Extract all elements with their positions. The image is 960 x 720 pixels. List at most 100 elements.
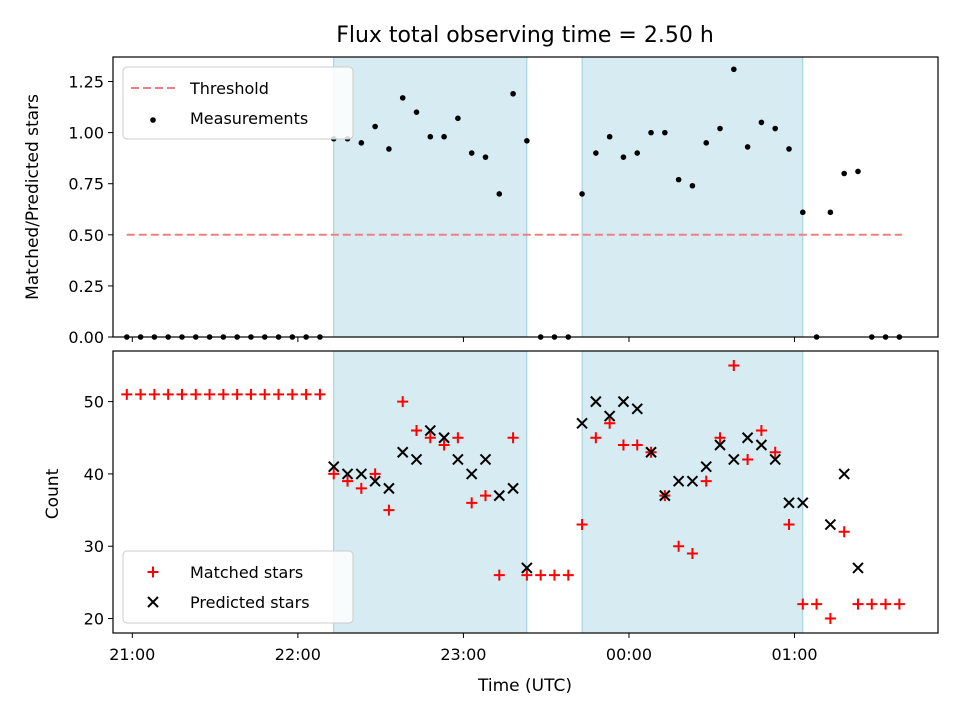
legend-dot-swatch bbox=[150, 117, 156, 123]
matched-star-point bbox=[631, 439, 643, 451]
x-tick-label: 21:00 bbox=[109, 645, 155, 664]
legend-plus-swatch bbox=[147, 566, 159, 578]
measurement-point bbox=[855, 168, 861, 175]
matched-star-point bbox=[411, 425, 423, 437]
matched-star-point bbox=[176, 388, 188, 400]
predicted-star-point bbox=[603, 410, 616, 422]
measurement-point bbox=[358, 140, 365, 146]
observing-window bbox=[333, 350, 528, 634]
predicted-star-point bbox=[700, 460, 712, 473]
matched-star-point bbox=[562, 569, 574, 581]
predicted-star-point bbox=[465, 468, 478, 480]
measurement-point bbox=[441, 133, 447, 140]
matched-star-point bbox=[135, 388, 147, 400]
measurement-point bbox=[579, 191, 585, 197]
predicted-star-point bbox=[645, 446, 657, 458]
predicted-star-point bbox=[576, 417, 588, 430]
matched-star-point bbox=[852, 598, 864, 610]
matched-star-point bbox=[300, 388, 312, 400]
y-tick-label: 30 bbox=[84, 537, 104, 556]
top-y-axis-label: Matched/Predicted stars bbox=[23, 94, 43, 300]
predicted-star-point bbox=[507, 482, 519, 495]
y-tick-label: 40 bbox=[84, 465, 104, 484]
predicted-star-point bbox=[797, 497, 809, 509]
panel-frame bbox=[112, 56, 939, 338]
measurement-point bbox=[482, 154, 489, 160]
matched-star-point bbox=[383, 504, 395, 516]
matched-star-point bbox=[548, 569, 560, 581]
measurement-point bbox=[744, 144, 751, 150]
measurement-point bbox=[758, 119, 765, 126]
matched-star-point bbox=[728, 359, 740, 371]
matched-star-point bbox=[507, 432, 519, 444]
measurement-point bbox=[689, 182, 696, 189]
matched-star-point bbox=[162, 388, 174, 400]
matched-star-point bbox=[893, 598, 905, 610]
bottom-y-axis-label: Count bbox=[43, 468, 63, 519]
y-tick-label: 1.00 bbox=[68, 124, 104, 143]
matched-star-point bbox=[259, 388, 271, 400]
matched-star-point bbox=[576, 519, 588, 531]
predicted-star-point bbox=[728, 453, 740, 466]
panel-0: 0.00 0.25 0.50 0.75 1.00 1.25 Threshold Measure… bbox=[68, 56, 939, 347]
matched-star-point bbox=[121, 388, 133, 400]
predicted-star-point bbox=[838, 468, 850, 480]
predicted-star-point bbox=[479, 453, 492, 466]
matched-star-point bbox=[466, 497, 478, 509]
measurement-point bbox=[786, 146, 792, 152]
predicted-star-point bbox=[341, 468, 354, 480]
observing-window bbox=[581, 56, 804, 338]
matched-star-point bbox=[148, 388, 160, 400]
x-tick-label: 01:00 bbox=[771, 645, 817, 664]
predicted-star-point bbox=[355, 468, 368, 480]
predicted-star-point bbox=[714, 439, 726, 451]
matched-star-point bbox=[686, 547, 698, 559]
measurement-point bbox=[455, 115, 461, 122]
legend-label: Predicted stars bbox=[190, 593, 310, 612]
measurement-point bbox=[731, 66, 737, 73]
matched-star-point bbox=[824, 613, 836, 625]
matched-star-point bbox=[700, 475, 712, 487]
matched-star-point bbox=[866, 598, 878, 610]
predicted-star-point bbox=[852, 562, 864, 574]
matched-star-point bbox=[397, 396, 409, 408]
legend-box bbox=[122, 66, 354, 140]
matched-star-point bbox=[314, 388, 326, 400]
y-tick-label: 0.00 bbox=[68, 328, 104, 347]
predicted-star-point bbox=[631, 403, 643, 415]
panel-1: 20 30 40 50 21:00 22:00 23:00 00:00 01:00 Matched… bbox=[84, 350, 939, 664]
matched-star-point bbox=[479, 490, 491, 502]
measurement-point bbox=[717, 125, 723, 132]
legend-label: Measurements bbox=[190, 109, 308, 128]
observing-window bbox=[333, 56, 528, 338]
measurement-point bbox=[634, 150, 641, 156]
measurement-point bbox=[606, 133, 613, 140]
x-tick-label: 00:00 bbox=[606, 645, 652, 664]
measurement-point bbox=[620, 154, 627, 160]
legend: Matched stars Predicted stars bbox=[122, 550, 354, 624]
predicted-star-point bbox=[383, 482, 395, 495]
matched-star-point bbox=[742, 453, 754, 465]
matched-star-point bbox=[535, 569, 547, 581]
measurement-point bbox=[772, 125, 779, 132]
matched-star-point bbox=[617, 439, 629, 451]
y-tick-label: 0.50 bbox=[68, 226, 104, 245]
measurement-point bbox=[703, 140, 710, 146]
measurement-point bbox=[468, 150, 475, 156]
measurement-point bbox=[386, 146, 392, 152]
predicted-star-point bbox=[672, 475, 685, 487]
predicted-star-point bbox=[452, 453, 464, 466]
y-tick-label: 1.25 bbox=[68, 73, 104, 92]
measurement-point bbox=[413, 109, 420, 115]
predicted-star-point bbox=[438, 432, 450, 444]
predicted-star-point bbox=[424, 424, 437, 437]
x-axis-label: Time (UTC) bbox=[477, 676, 572, 696]
matched-star-point bbox=[521, 569, 533, 581]
measurement-point bbox=[524, 137, 530, 144]
matched-star-point bbox=[755, 425, 767, 437]
matched-star-point bbox=[369, 468, 381, 480]
x-tick-label: 23:00 bbox=[440, 645, 486, 664]
predicted-star-point bbox=[824, 518, 837, 531]
predicted-star-point bbox=[686, 475, 699, 487]
